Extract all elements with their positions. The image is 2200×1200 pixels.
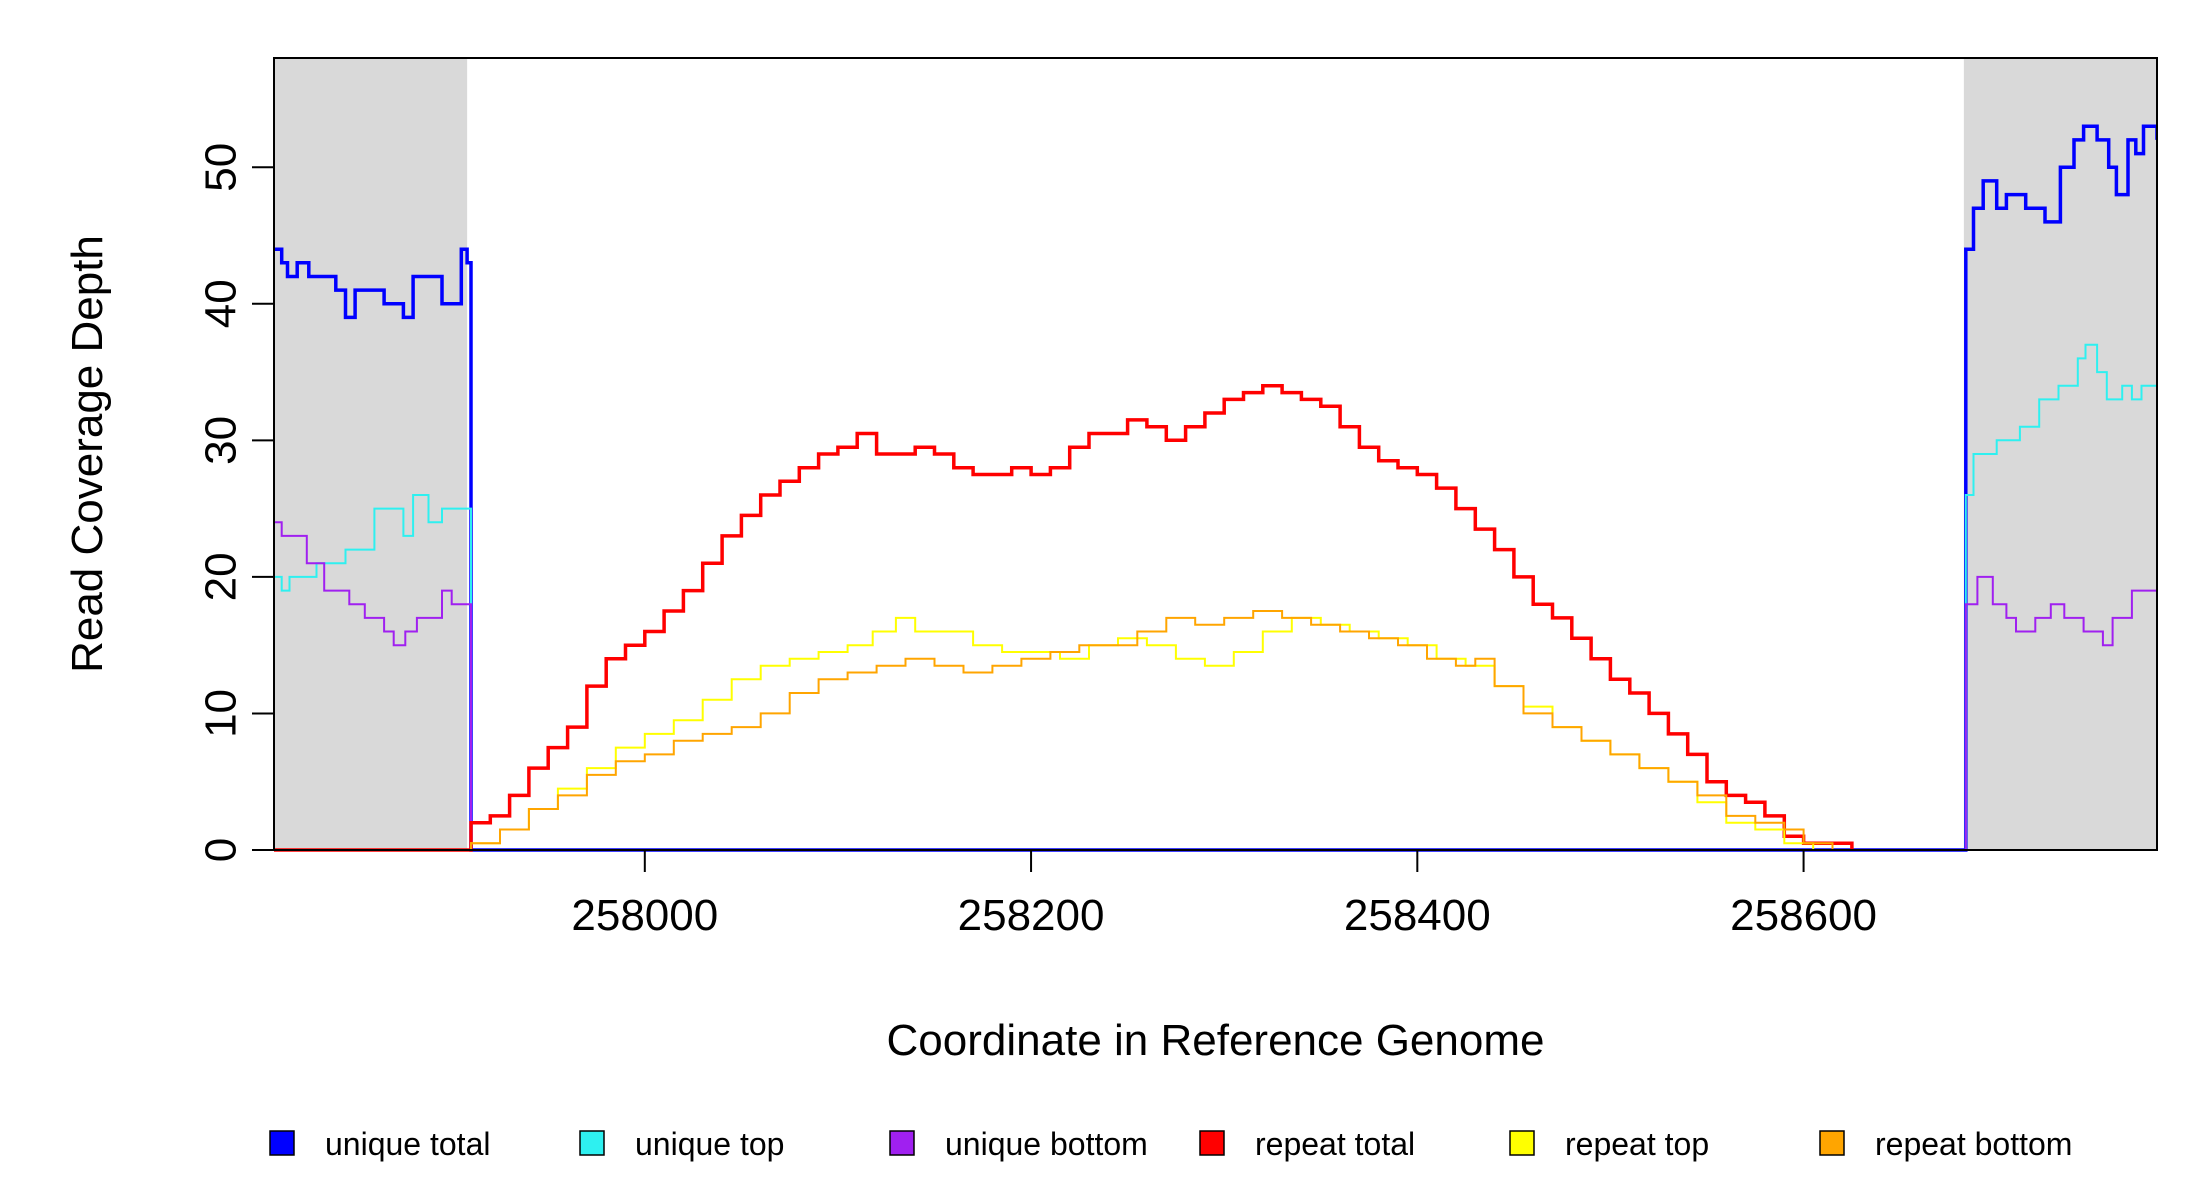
legend: unique total unique top unique bottom repea… <box>269 1126 2072 1162</box>
y-tick-label: 30 <box>197 416 246 465</box>
legend-label-unique-total: unique total <box>325 1126 490 1162</box>
legend-swatch-unique-bottom <box>889 1130 915 1156</box>
legend-swatch-repeat-total <box>1199 1130 1225 1156</box>
x-tick-label: 258000 <box>571 891 718 940</box>
legend-label-repeat-bottom: repeat bottom <box>1875 1126 2072 1162</box>
y-tick-label: 0 <box>197 838 246 862</box>
x-tick-label: 258600 <box>1730 891 1877 940</box>
y-tick-label: 10 <box>197 689 246 738</box>
x-axis-title: Coordinate in Reference Genome <box>887 1016 1545 1065</box>
y-tick-label: 20 <box>197 552 246 601</box>
legend-swatch-repeat-bottom <box>1819 1130 1845 1156</box>
x-tick-label: 258200 <box>958 891 1105 940</box>
legend-label-repeat-total: repeat total <box>1255 1126 1415 1162</box>
x-tick-label: 258400 <box>1344 891 1491 940</box>
legend-label-repeat-top: repeat top <box>1565 1126 1709 1162</box>
shaded-region-1 <box>274 58 468 850</box>
y-tick-label: 40 <box>197 279 246 328</box>
legend-swatch-repeat-top <box>1509 1130 1535 1156</box>
legend-swatch-unique-total <box>269 1130 295 1156</box>
axes: 258000 258200 258400 258600 0 10 20 30 40 50 <box>197 143 1877 940</box>
y-tick-label: 50 <box>197 143 246 192</box>
y-axis-title: Read Coverage Depth <box>63 235 112 673</box>
series-line-repeat-bottom <box>274 610 1834 851</box>
shaded-regions <box>274 58 2157 850</box>
series-line-repeat-total <box>274 383 1854 852</box>
legend-swatch-unique-top <box>579 1130 605 1156</box>
series-line-unique-bottom <box>274 521 2157 851</box>
legend-label-unique-bottom: unique bottom <box>945 1126 1148 1162</box>
plot-frame <box>273 57 2158 851</box>
series-line-unique-total <box>274 124 2157 852</box>
series-line-unique-top <box>274 343 2157 851</box>
series-lines <box>274 124 2157 852</box>
legend-label-unique-top: unique top <box>635 1126 784 1162</box>
